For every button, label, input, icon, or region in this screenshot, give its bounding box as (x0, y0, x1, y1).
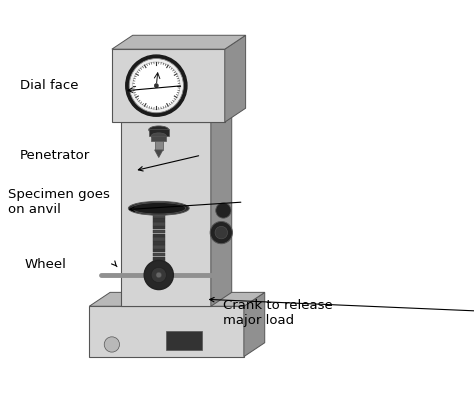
Text: Penetrator: Penetrator (20, 149, 90, 162)
Circle shape (104, 337, 119, 352)
Bar (153, 218, 165, 222)
Bar (89, 306, 244, 357)
Bar (153, 264, 165, 268)
Circle shape (151, 267, 166, 283)
Polygon shape (225, 35, 246, 122)
Ellipse shape (132, 203, 186, 214)
Bar (153, 261, 165, 264)
Bar (166, 330, 202, 350)
Bar (153, 256, 165, 260)
Bar (149, 129, 169, 136)
Circle shape (144, 261, 173, 290)
Bar (153, 215, 165, 218)
Circle shape (156, 272, 162, 278)
Bar (155, 141, 163, 150)
Bar (153, 222, 165, 226)
Text: Specimen goes
on anvil: Specimen goes on anvil (8, 188, 109, 216)
Bar (153, 241, 165, 245)
Bar (153, 268, 165, 272)
Bar (153, 230, 165, 233)
Polygon shape (155, 150, 163, 157)
Bar (153, 238, 165, 241)
Text: Wheel: Wheel (24, 258, 66, 271)
Bar (153, 245, 165, 249)
Ellipse shape (149, 126, 169, 134)
Circle shape (126, 55, 187, 116)
Bar (153, 253, 165, 256)
Ellipse shape (151, 133, 166, 139)
Ellipse shape (128, 201, 189, 215)
Circle shape (129, 58, 183, 113)
Bar (153, 233, 165, 237)
Bar (153, 249, 165, 252)
Bar (112, 49, 225, 122)
Bar (151, 136, 166, 141)
Circle shape (154, 83, 158, 88)
Bar (153, 226, 165, 229)
Polygon shape (112, 35, 246, 49)
Polygon shape (211, 108, 232, 306)
Polygon shape (89, 292, 264, 306)
Text: Dial face: Dial face (20, 79, 78, 92)
Bar (153, 211, 165, 214)
Circle shape (215, 226, 228, 239)
Text: Crank to release
major load: Crank to release major load (223, 298, 333, 326)
Circle shape (210, 222, 232, 244)
Bar (120, 122, 211, 306)
Polygon shape (244, 292, 264, 357)
Circle shape (216, 203, 231, 218)
Circle shape (133, 62, 180, 109)
